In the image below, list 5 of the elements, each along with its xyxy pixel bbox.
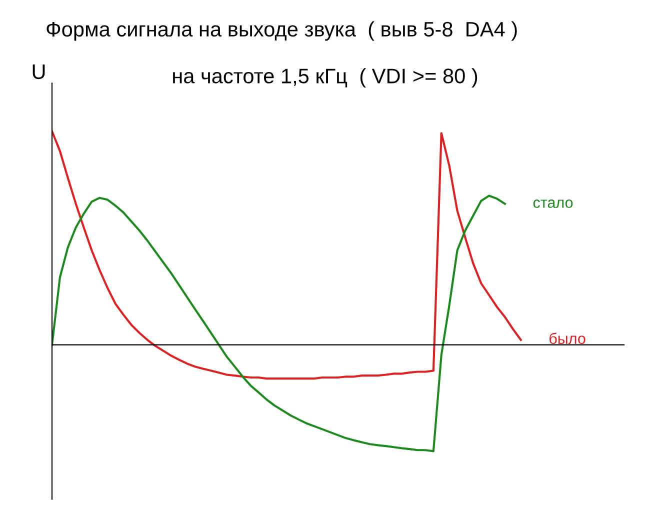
series-label: было — [550, 332, 586, 344]
chart-title: Форма сигнала на выходе звука ( выв 5-8 DA4 ) — [46, 21, 517, 41]
series-label: стало — [533, 200, 573, 208]
y-axis-title: U — [32, 64, 45, 80]
chart-subtitle: на частоте 1,5 кГц ( VDI >= 80 ) — [173, 68, 478, 88]
